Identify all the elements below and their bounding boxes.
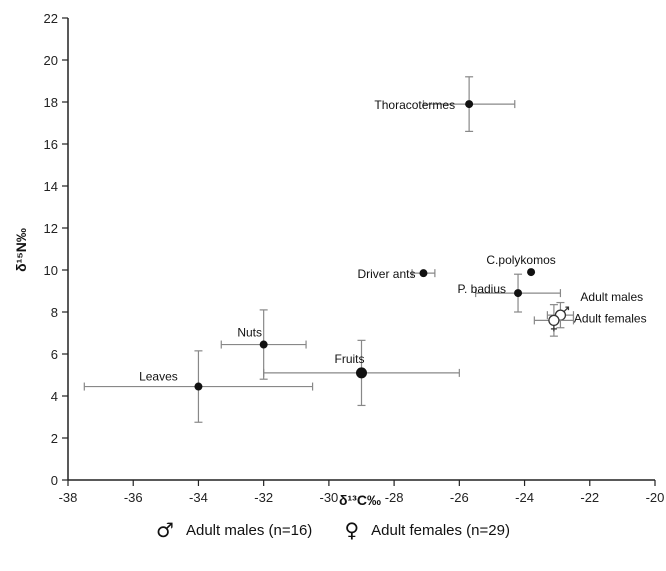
legend: ♂ Adult males (n=16) ♀ Adult females (n=29…	[0, 518, 666, 542]
x-tick-label: -24	[515, 490, 534, 505]
y-axis-title: δ¹⁵N‰	[13, 228, 29, 272]
male-marker-arrow	[563, 306, 569, 313]
point-label: C.polykomos	[486, 253, 555, 267]
x-tick-label: -26	[450, 490, 469, 505]
point-marker	[259, 340, 268, 349]
point-label: P. badius	[458, 282, 507, 296]
y-tick-label: 16	[44, 137, 58, 152]
female-symbol-icon: ♀	[344, 518, 360, 542]
x-tick-label: -20	[646, 490, 665, 505]
scatter-chart: 0 2 4 6 8 10 12 14 16 18 20 22 -38 -36 -34 -32 -30 -28 -26…	[13, 11, 665, 508]
point-label: Adult males	[580, 290, 643, 304]
data-point: P. badius	[458, 273, 562, 313]
point-marker	[419, 269, 428, 278]
x-tick-label: -36	[124, 490, 143, 505]
x-tick-label: -38	[59, 490, 78, 505]
data-point: Leaves	[83, 350, 314, 423]
point-marker	[514, 289, 523, 298]
point-label: Adult females	[574, 311, 647, 325]
legend-label-females: Adult females (n=29)	[371, 522, 510, 539]
y-tick-label: 0	[51, 473, 58, 488]
data-point: Adult females	[533, 304, 647, 337]
y-tick-label: 18	[44, 95, 58, 110]
point-label: Nuts	[237, 326, 262, 340]
data-points: Thoracotermes Driver ants C.polykomos P. ba…	[83, 76, 647, 423]
axes: 0 2 4 6 8 10 12 14 16 18 20 22 -38 -36 -34 -32 -30 -28 -26…	[44, 11, 665, 505]
y-tick-label: 2	[51, 431, 58, 446]
y-tick-label: 20	[44, 53, 58, 68]
x-tick-label: -28	[385, 490, 404, 505]
y-tick-label: 6	[51, 347, 58, 362]
point-marker	[527, 268, 536, 277]
legend-label-males: Adult males (n=16)	[185, 522, 313, 539]
point-label: Driver ants	[357, 267, 415, 281]
female-marker-icon	[548, 314, 560, 327]
point-label: Fruits	[335, 352, 365, 366]
data-point: Thoracotermes	[374, 76, 516, 132]
y-tick-label: 8	[51, 305, 58, 320]
y-tick-label: 4	[51, 389, 58, 404]
legend-item-females: ♀ Adult females (n=29)	[344, 518, 509, 542]
point-marker	[356, 367, 367, 379]
male-symbol-icon: ♂	[156, 518, 174, 542]
data-point: Driver ants	[357, 267, 436, 281]
x-tick-label: -30	[319, 490, 338, 505]
point-marker	[465, 100, 474, 109]
point-marker	[194, 382, 203, 391]
y-tick-label: 14	[44, 179, 58, 194]
legend-item-males: ♂ Adult males (n=16)	[156, 518, 312, 542]
point-label: Leaves	[139, 370, 178, 384]
point-label: Thoracotermes	[374, 98, 455, 112]
data-point: Nuts	[220, 309, 307, 380]
x-tick-label: -22	[580, 490, 599, 505]
male-marker-arrowhead	[565, 306, 570, 311]
y-tick-label: 12	[44, 221, 58, 236]
x-tick-label: -34	[189, 490, 208, 505]
data-point: Fruits	[263, 339, 460, 407]
x-tick-label: -32	[254, 490, 273, 505]
y-tick-label: 22	[44, 11, 58, 26]
data-point: C.polykomos	[486, 253, 556, 277]
y-tick-label: 10	[44, 263, 58, 278]
x-axis-title: δ¹³C‰	[339, 492, 381, 508]
